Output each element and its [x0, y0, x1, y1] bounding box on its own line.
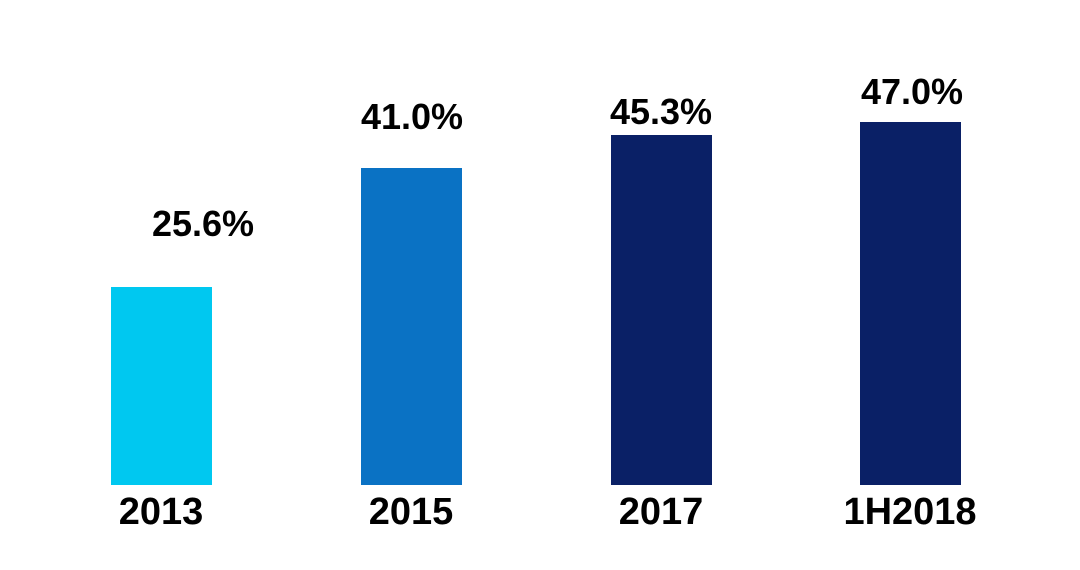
bar-2015 [361, 168, 462, 485]
bar-1h2018 [860, 122, 961, 485]
bar-2013 [111, 287, 212, 485]
value-label-2015: 41.0% [360, 96, 464, 137]
value-label-2017: 45.3% [609, 91, 713, 132]
value-label-1h2018: 47.0% [860, 71, 964, 112]
x-tick-label-2013: 2013 [118, 491, 204, 533]
x-tick-label-1h2018: 1H2018 [843, 491, 977, 533]
value-label-2013: 25.6% [151, 203, 255, 244]
x-tick-label-2017: 2017 [618, 491, 704, 533]
x-tick-label-2015: 2015 [368, 491, 454, 533]
bar-2017 [611, 135, 712, 485]
